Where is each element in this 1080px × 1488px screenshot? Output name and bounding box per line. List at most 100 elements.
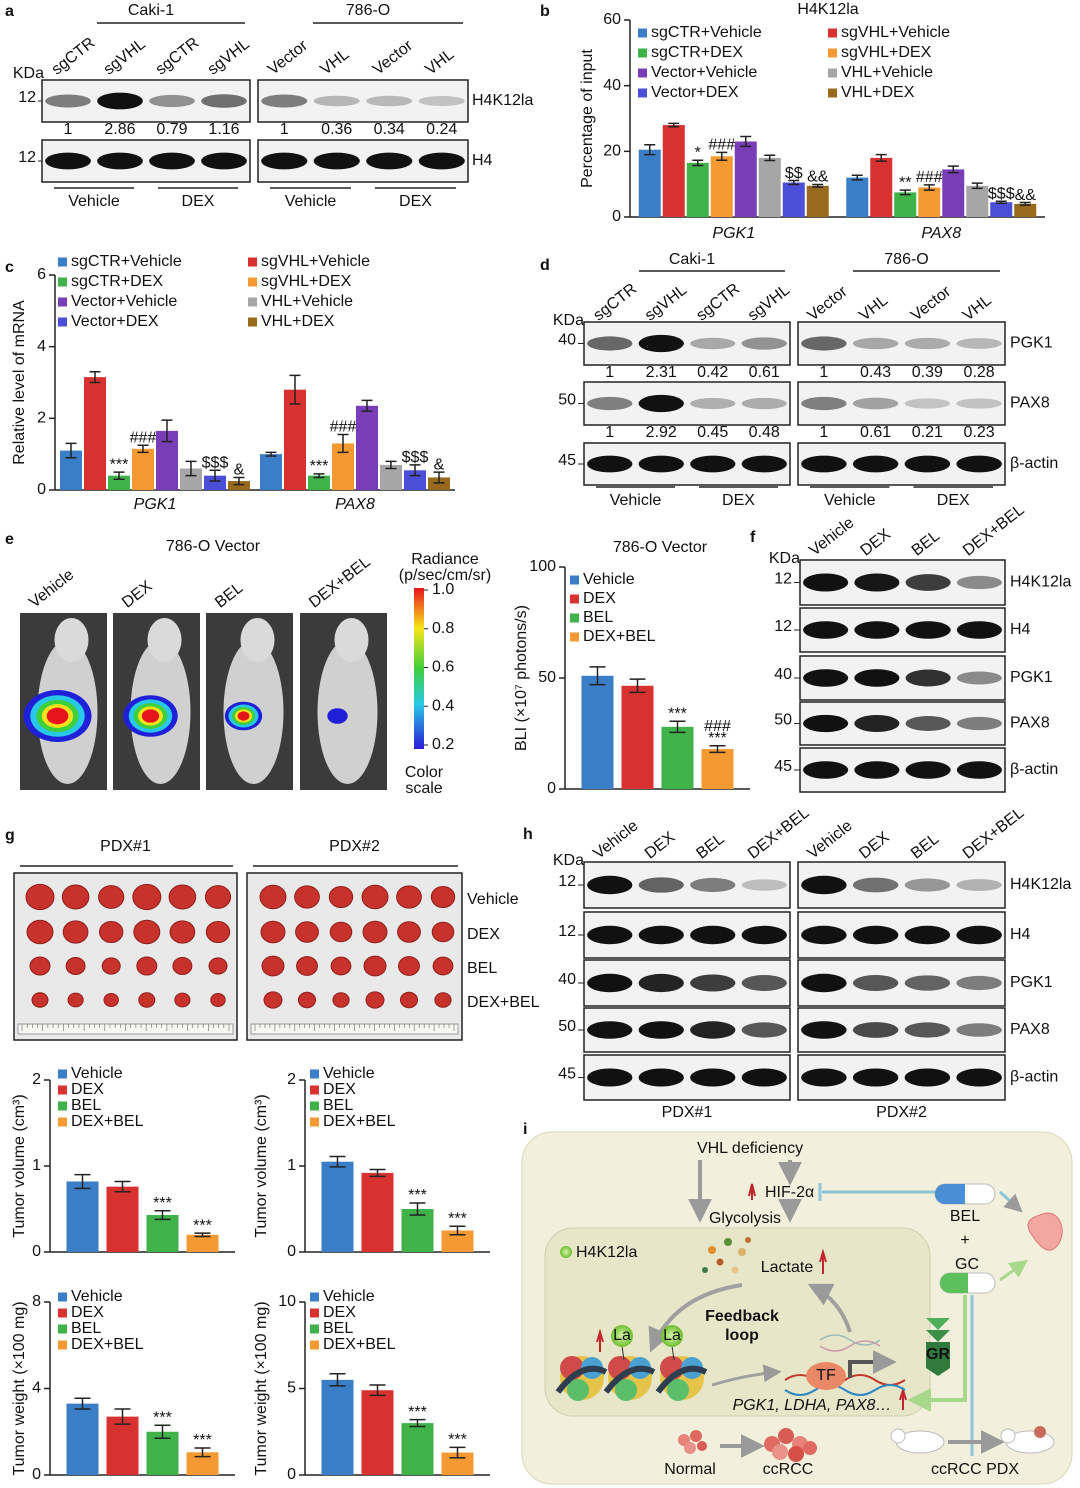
band (904, 878, 951, 892)
gc-capsule (939, 1272, 996, 1294)
kda-label: 50 (558, 392, 576, 409)
mouse-head (240, 618, 275, 662)
tumor (174, 992, 191, 1008)
significance-label: *** (193, 1217, 212, 1234)
bar (661, 726, 694, 789)
band (904, 455, 951, 473)
bar (870, 157, 893, 217)
error-bar (923, 184, 935, 191)
dna-strand (784, 1384, 906, 1396)
band (852, 1068, 899, 1087)
nucleosome (655, 1356, 708, 1401)
band (741, 455, 787, 473)
bar (782, 182, 805, 217)
band (852, 397, 899, 410)
band (149, 152, 195, 170)
colorbar-tick-label: 0.2 (432, 736, 454, 753)
error-bar (644, 144, 656, 156)
error-bar (449, 1225, 466, 1236)
diagram-text: TF (816, 1367, 836, 1384)
row-label: PAX8 (1010, 395, 1050, 412)
tumor (365, 991, 385, 1009)
y-tick-label: 4 (37, 338, 46, 355)
band (690, 455, 736, 473)
signal (46, 707, 69, 725)
error-bar (154, 1209, 171, 1221)
significance-label: $$ (785, 165, 803, 182)
band (852, 975, 899, 991)
diagram-text: PGK1, LDHA, PAX8… (733, 1397, 892, 1414)
group-title: 786-O (884, 251, 928, 268)
treatment-label: Vehicle (610, 492, 662, 509)
band (852, 877, 899, 893)
legend-swatch (828, 68, 837, 78)
band (905, 574, 951, 591)
band (956, 716, 1002, 731)
legend-label: Vehicle (323, 1288, 375, 1305)
kda-label: 50 (774, 712, 792, 729)
histone (667, 1379, 689, 1401)
row-label: β-actin (1010, 761, 1058, 778)
band (904, 925, 951, 945)
panel-label: i (523, 1121, 527, 1138)
band (741, 879, 787, 891)
treatment-label: DEX (399, 193, 432, 210)
diagram-text: HIF-2α (765, 1184, 814, 1201)
diagram-text: VHL deficiency (697, 1140, 803, 1157)
diagram-text: La (613, 1327, 631, 1344)
legend-swatch (310, 1069, 319, 1079)
lane-label: DEX (856, 829, 893, 863)
legend-swatch (638, 48, 647, 58)
treatment-label: Vehicle (285, 193, 337, 210)
kda-label: 12 (558, 873, 576, 890)
group-title: PDX#1 (100, 838, 151, 855)
stem (671, 1345, 675, 1361)
bar (106, 1416, 139, 1475)
treatment-label: DEX (722, 492, 755, 509)
band (690, 877, 736, 893)
band (690, 1021, 736, 1039)
lane-label: VHL (856, 292, 891, 325)
dna-wrap (655, 1365, 708, 1394)
panel-label: h (523, 826, 533, 843)
row-label: BEL (467, 960, 497, 977)
error-bar (851, 174, 863, 181)
legend-swatch (570, 594, 579, 604)
y-tick-label: 6 (37, 266, 46, 283)
row-label: β-actin (1010, 1069, 1058, 1086)
panel-label: f (750, 529, 756, 546)
error-bar (629, 678, 646, 694)
group-title: PDX#1 (662, 1104, 713, 1121)
band (905, 761, 951, 779)
diagram-text: H4K12la (576, 1244, 637, 1261)
band (956, 879, 1002, 891)
tumor (397, 921, 421, 943)
tf-shape (806, 1362, 846, 1390)
stem (621, 1345, 625, 1361)
bar (966, 185, 989, 217)
tumor (168, 884, 197, 910)
row-label: Vehicle (467, 891, 519, 908)
band (854, 573, 900, 592)
y-axis-label: BLI (×10⁷ photons/s) (513, 605, 530, 751)
error-bar (369, 1384, 386, 1397)
error-bar (369, 1168, 386, 1178)
tumor (98, 885, 125, 909)
band (45, 152, 91, 170)
legend-label: BEL (71, 1320, 101, 1337)
legend-label: DEX (583, 590, 616, 607)
error-bar (716, 151, 728, 161)
lane-label: DEX+BEL (960, 501, 1028, 559)
quant-label: 1 (819, 424, 828, 441)
dot (702, 1267, 708, 1273)
mouse-head (147, 618, 182, 662)
bar (428, 477, 450, 490)
tumor (172, 956, 193, 976)
dot (745, 1237, 751, 1243)
band (418, 152, 465, 170)
kda-label: 40 (774, 666, 792, 683)
bar (186, 1452, 219, 1475)
tumor (99, 920, 124, 944)
legend-swatch (58, 257, 67, 267)
lane-label: Vehicle (806, 514, 857, 559)
